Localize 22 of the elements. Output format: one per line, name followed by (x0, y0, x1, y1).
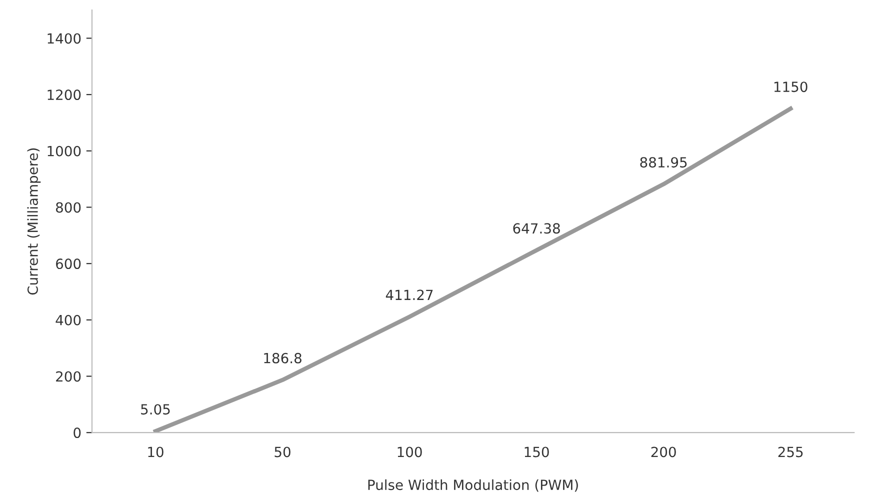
x-axis-title: Pulse Width Modulation (PWM) (368, 479, 578, 492)
y-tick-label: 200 (56, 371, 81, 382)
y-tick-label: 800 (56, 202, 81, 213)
x-tick-label: 50 (274, 446, 290, 458)
y-tick-label: 1200 (48, 90, 81, 100)
y-tick-label: 600 (56, 258, 81, 270)
data-label: 5.05 (141, 404, 170, 415)
y-tick-label: 1400 (48, 33, 81, 44)
x-tick-label: 150 (524, 446, 549, 458)
y-tick-label: 1000 (48, 146, 81, 156)
data-label: 1150 (774, 82, 808, 92)
x-tick-label: 10 (148, 446, 164, 458)
data-label: 647.38 (513, 223, 560, 234)
x-tick-label: 255 (778, 446, 803, 458)
y-tick-label: 0 (74, 428, 81, 438)
x-tick-label: 100 (398, 446, 422, 458)
data-label: 186.8 (264, 352, 302, 364)
y-tick-label: 400 (56, 314, 81, 326)
data-label: 881.95 (640, 157, 687, 168)
data-label: 411.27 (386, 290, 433, 300)
x-tick-label: 200 (651, 446, 676, 458)
y-axis-title: Current (Milliampere) (27, 148, 41, 295)
